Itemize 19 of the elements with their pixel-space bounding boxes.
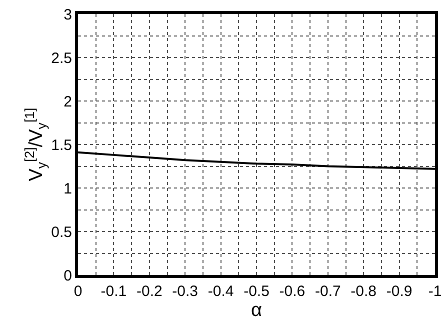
y-tick-label: 1.5 xyxy=(51,136,72,154)
y-tick-label: 3 xyxy=(64,6,72,24)
x-tick-label: -0.4 xyxy=(208,283,234,300)
x-tick-label: -0.2 xyxy=(136,283,162,300)
y-tick-label: 2.5 xyxy=(51,50,72,67)
y-tick-label: 1 xyxy=(64,180,72,198)
y-tick-label: 0 xyxy=(64,267,72,284)
x-tick-label: -0.3 xyxy=(172,283,198,300)
x-tick-label: -0.9 xyxy=(386,283,412,300)
y-tick-label: 0.5 xyxy=(51,224,72,241)
x-tick-label: -0.1 xyxy=(100,283,127,300)
x-tick-label: -0.6 xyxy=(279,283,306,300)
x-tick-label: -1 xyxy=(428,283,442,300)
x-tick-label: -0.8 xyxy=(350,283,377,300)
y-tick-label: 2 xyxy=(64,93,72,110)
x-axis-title: α xyxy=(251,300,262,321)
x-tick-label: -0.5 xyxy=(244,283,270,300)
x-tick-label: -0.7 xyxy=(314,283,341,300)
line-series xyxy=(78,151,435,170)
